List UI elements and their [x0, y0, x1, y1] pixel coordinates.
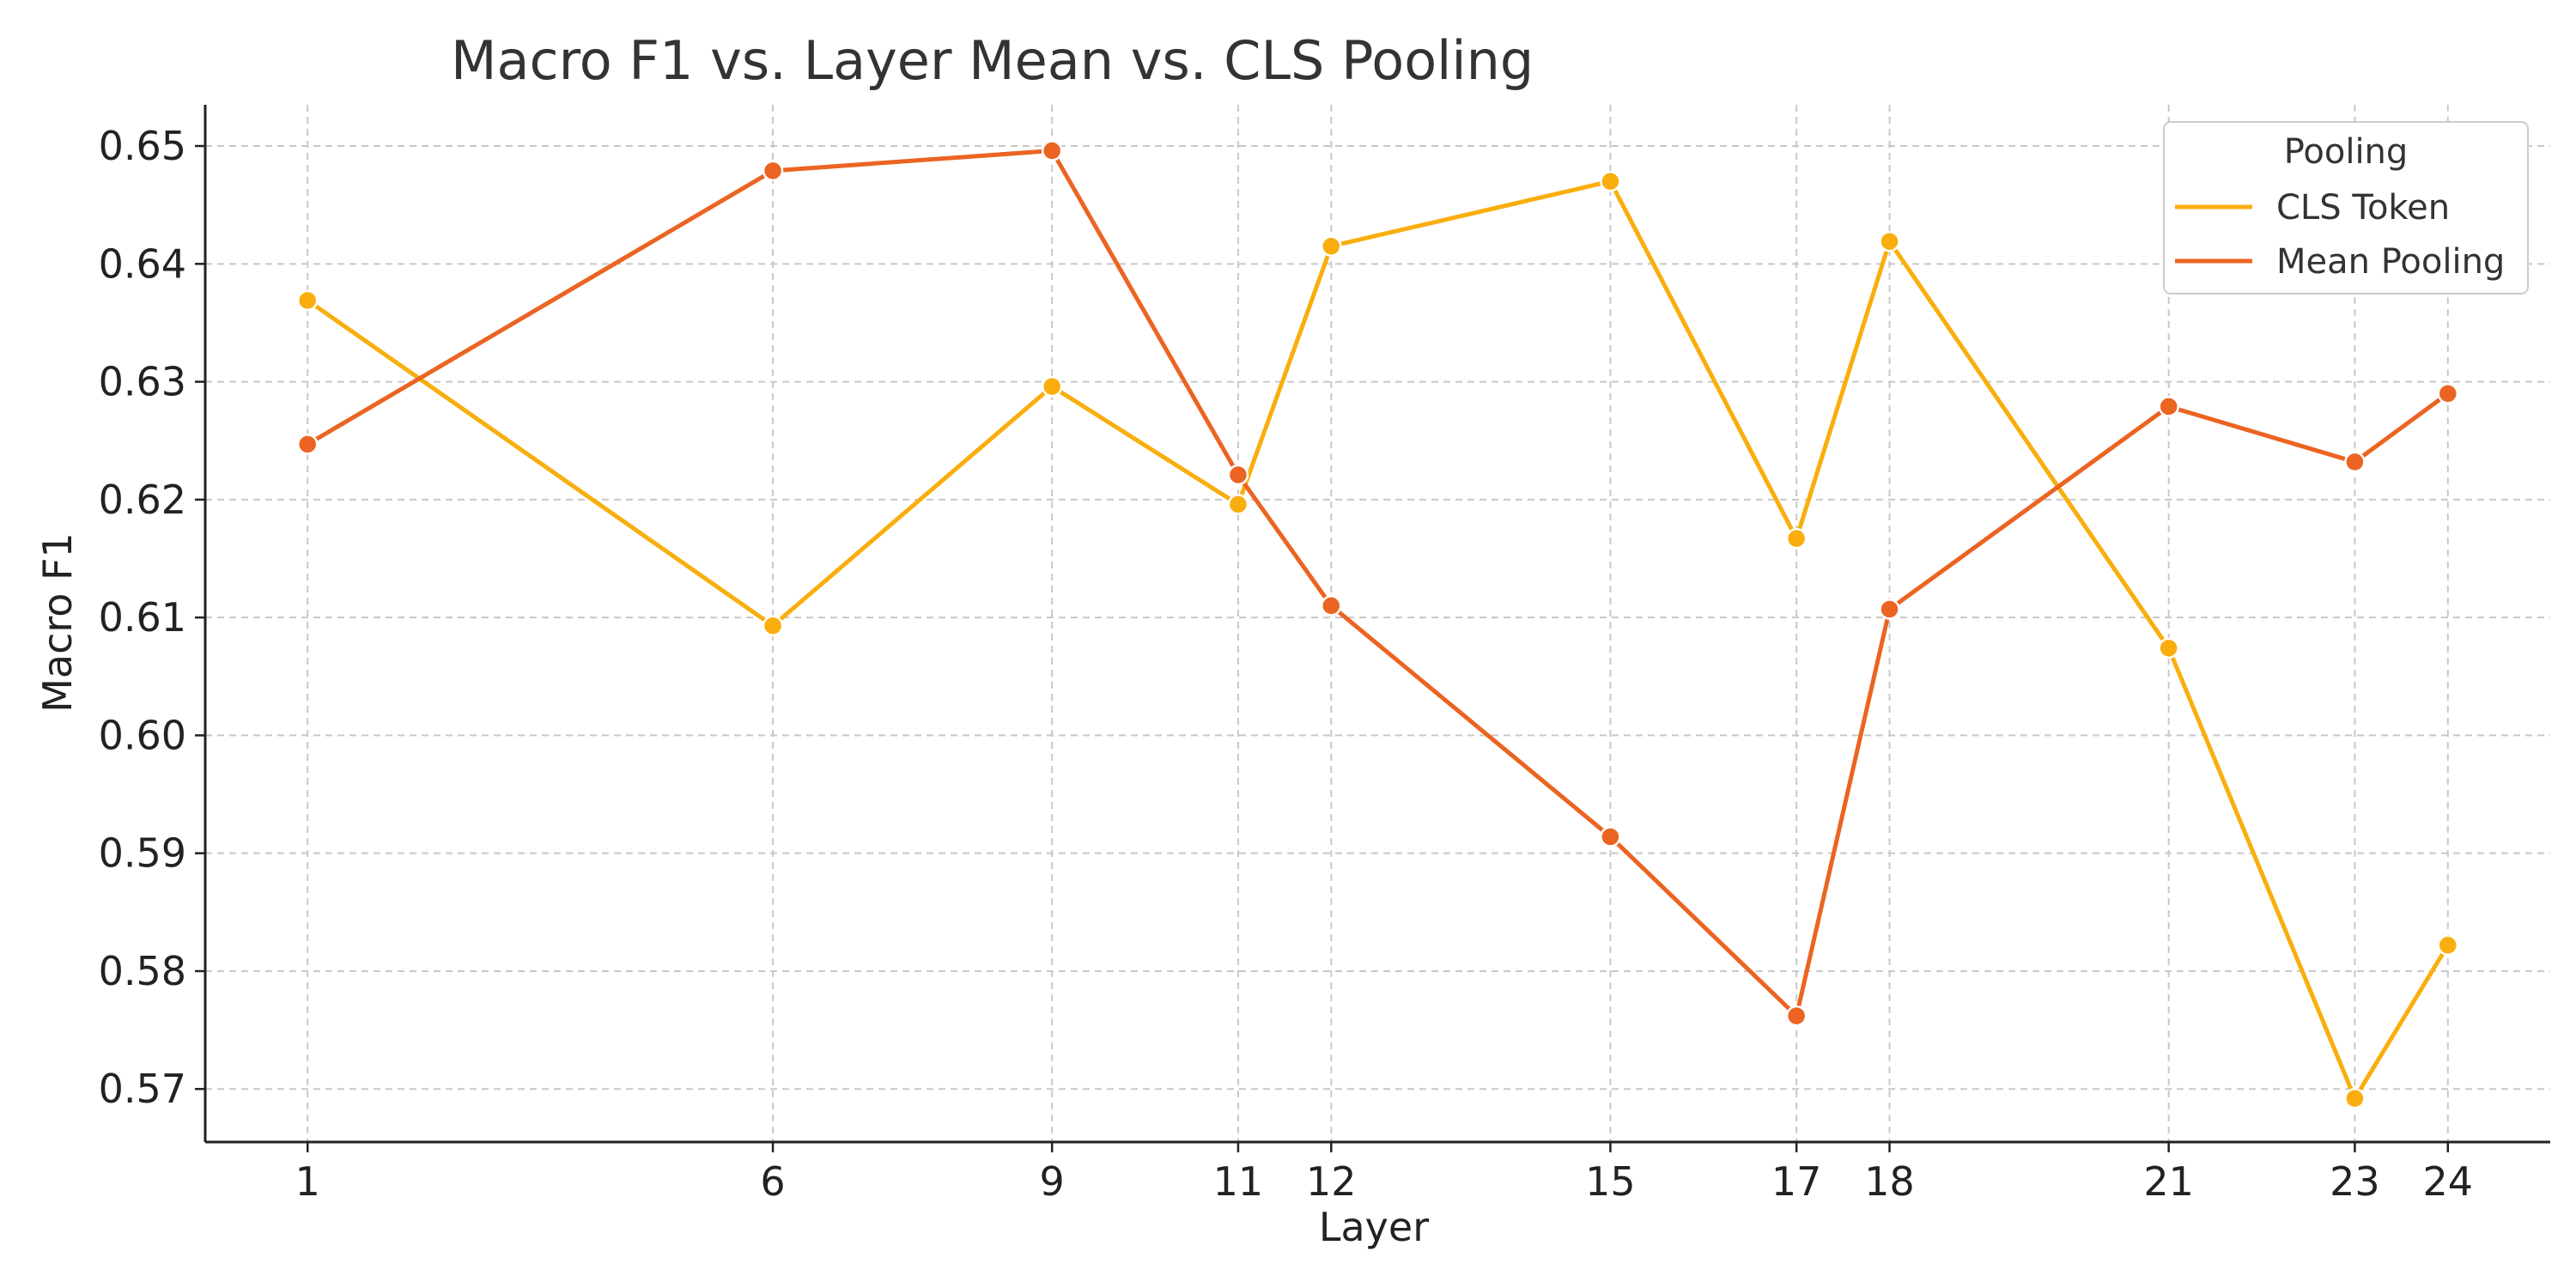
data-point-mean-pooling	[2158, 396, 2179, 417]
data-point-cls-token	[296, 289, 319, 312]
chart-title: Macro F1 vs. Layer Mean vs. CLS Pooling	[451, 29, 1534, 92]
y-axis-label: Macro F1	[34, 532, 81, 713]
series-lines	[305, 149, 2451, 1101]
x-tick-label: 23	[2330, 1158, 2380, 1205]
x-tick-label: 15	[1585, 1158, 1636, 1205]
x-tick-label: 17	[1771, 1158, 1822, 1205]
data-point-mean-pooling	[2344, 451, 2366, 473]
x-tick-label: 18	[1864, 1158, 1915, 1205]
x-tick-label: 21	[2143, 1158, 2194, 1205]
data-point-cls-token	[2344, 1087, 2366, 1109]
y-tick-label: 0.57	[99, 1066, 186, 1112]
data-point-mean-pooling	[2437, 383, 2459, 404]
legend-title: Pooling	[2284, 132, 2409, 172]
data-point-mean-pooling	[1785, 1005, 1807, 1027]
x-tick-label: 11	[1213, 1158, 1264, 1205]
data-point-cls-token	[1600, 170, 1621, 192]
data-point-cls-token	[1879, 230, 1900, 252]
x-axis-label: Layer	[1319, 1204, 1429, 1250]
legend-label-cls-token: CLS Token	[2276, 188, 2450, 228]
x-tick-label: 1	[295, 1158, 320, 1205]
data-point-cls-token	[1227, 494, 1249, 515]
legend: Pooling CLS Token Mean Pooling	[2163, 121, 2529, 295]
data-point-cls-token	[1785, 527, 1807, 550]
data-point-mean-pooling	[1041, 140, 1063, 161]
data-point-cls-token	[1041, 375, 1063, 398]
y-tick-label: 0.62	[99, 477, 186, 523]
data-point-cls-token	[762, 615, 784, 636]
y-tick-label: 0.64	[99, 240, 186, 287]
x-tick-label: 24	[2423, 1158, 2474, 1205]
axes	[204, 105, 2550, 1144]
data-point-mean-pooling	[762, 160, 784, 182]
y-tick-label: 0.58	[99, 948, 186, 994]
series-line-cls-token	[305, 179, 2451, 1101]
series-points	[296, 140, 2459, 1109]
data-point-mean-pooling	[1227, 464, 1249, 486]
y-tick-label: 0.65	[99, 123, 186, 169]
ticks: 1 6 9 11 12 15 17 18 21 23 24 0.57 0.58 0.59 0.60 0.61 0…	[99, 123, 2473, 1205]
series-line-mean-pooling	[305, 149, 2451, 1018]
data-point-cls-token	[2437, 934, 2459, 957]
data-point-mean-pooling	[1321, 595, 1342, 617]
y-tick-label: 0.60	[99, 712, 186, 758]
x-tick-label: 6	[760, 1158, 785, 1205]
legend-frame	[2163, 121, 2529, 295]
data-point-cls-token	[1321, 235, 1342, 257]
x-tick-label: 9	[1040, 1158, 1065, 1205]
data-point-mean-pooling	[1600, 826, 1621, 848]
x-tick-label: 12	[1306, 1158, 1357, 1205]
y-tick-label: 0.59	[99, 830, 186, 877]
y-tick-label: 0.61	[99, 594, 186, 641]
data-point-mean-pooling	[1879, 598, 1900, 620]
legend-label-mean-pooling: Mean Pooling	[2276, 242, 2505, 282]
y-tick-label: 0.63	[99, 359, 186, 405]
data-point-mean-pooling	[296, 434, 319, 455]
data-point-cls-token	[2158, 637, 2179, 659]
